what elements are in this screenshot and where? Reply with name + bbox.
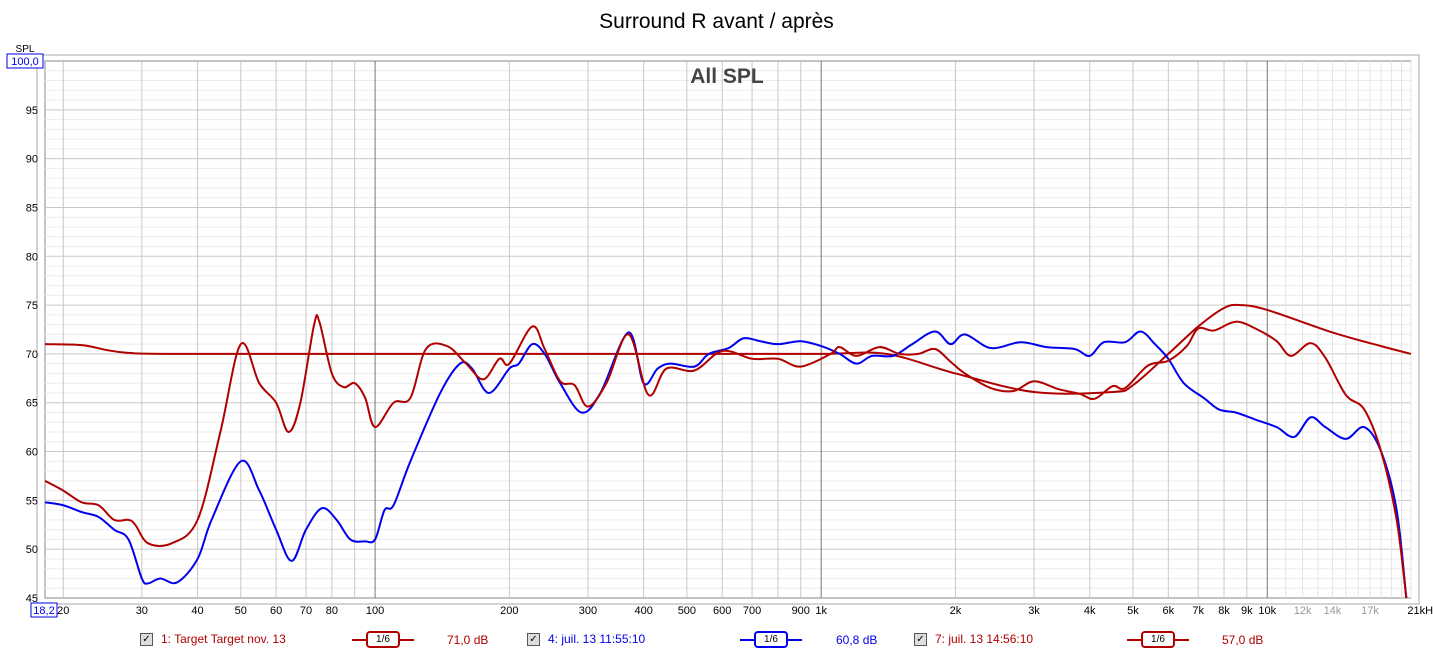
- x-tick-label: 21kHz: [1407, 605, 1433, 617]
- checkbox-icon[interactable]: ✓: [527, 632, 540, 646]
- y-tick-label: 75: [26, 300, 38, 312]
- x-tick-label: 2k: [950, 605, 962, 617]
- smoothing-label: 1/6: [1141, 631, 1175, 648]
- x-tick-label: 80: [326, 605, 338, 617]
- x-tick-label: 5k: [1127, 605, 1139, 617]
- y-tick-label: 70: [26, 349, 38, 361]
- smoothing-button[interactable]: 1/6: [1127, 631, 1189, 648]
- y-tick-label: 55: [26, 495, 38, 507]
- x-tick-label: 8k: [1218, 605, 1230, 617]
- checkbox-icon[interactable]: ✓: [914, 632, 927, 646]
- x-tick-label: 900: [792, 605, 810, 617]
- legend-item-target[interactable]: ✓ 1: Target Target nov. 13: [140, 632, 286, 646]
- x-tick-label: 4k: [1084, 605, 1096, 617]
- smoothing-button[interactable]: 1/6: [352, 631, 414, 648]
- chart-subtitle: All SPL: [690, 65, 764, 88]
- smoothing-button[interactable]: 1/6: [740, 631, 802, 648]
- y-tick-label: 80: [26, 251, 38, 263]
- y-top-label: 100,0: [11, 56, 39, 68]
- smoothing-label: 1/6: [366, 631, 400, 648]
- smoothing-label: 1/6: [754, 631, 788, 648]
- x-tick-label: 6k: [1162, 605, 1174, 617]
- x-tick-label: 20: [57, 605, 69, 617]
- x-tick-label: 70: [300, 605, 312, 617]
- x-tick-label: 600: [713, 605, 731, 617]
- x-tick-label: 50: [235, 605, 247, 617]
- y-tick-label: 50: [26, 544, 38, 556]
- x-tick-label: 7k: [1192, 605, 1204, 617]
- x-start-label: 18,2: [33, 605, 54, 617]
- series-line-3: [45, 314, 1408, 598]
- legend-item-measure-4[interactable]: ✓ 4: juil. 13 11:55:10: [527, 632, 645, 646]
- x-tick-label: 3k: [1028, 605, 1040, 617]
- x-tick-label: 60: [270, 605, 282, 617]
- y-tick-label: 85: [26, 202, 38, 214]
- series-line-1: [45, 303, 1411, 395]
- legend-label: 7: juil. 13 14:56:10: [935, 632, 1034, 646]
- offset-value: 71,0 dB: [447, 633, 489, 647]
- x-tick-label: 12k: [1294, 605, 1312, 617]
- x-tick-label: 9k: [1241, 605, 1253, 617]
- y-axis-label: SPL: [16, 44, 35, 55]
- y-tick-label: 45: [26, 593, 38, 605]
- offset-value: 60,8 dB: [836, 633, 878, 647]
- x-tick-label: 10k: [1258, 605, 1276, 617]
- x-tick-label: 700: [743, 605, 761, 617]
- y-tick-label: 95: [26, 105, 38, 117]
- x-tick-label: 400: [634, 605, 652, 617]
- x-tick-label: 100: [366, 605, 384, 617]
- y-tick-label: 65: [26, 398, 38, 410]
- x-tick-label: 30: [136, 605, 148, 617]
- x-tick-label: 500: [678, 605, 696, 617]
- series-line-2: [45, 330, 1408, 598]
- x-tick-label: 1k: [815, 605, 827, 617]
- legend-item-measure-7[interactable]: ✓ 7: juil. 13 14:56:10: [914, 632, 1033, 646]
- y-tick-label: 60: [26, 447, 38, 459]
- x-tick-label: 200: [500, 605, 518, 617]
- y-top-box: [6, 53, 44, 69]
- chart-title: Surround R avant / après: [599, 10, 834, 33]
- x-start-box: [30, 602, 58, 618]
- x-tick-label: 40: [191, 605, 203, 617]
- y-tick-label: 90: [26, 154, 38, 166]
- plot-border: [36, 54, 1420, 605]
- legend-label: 4: juil. 13 11:55:10: [548, 632, 646, 646]
- x-tick-label: 17k: [1361, 605, 1379, 617]
- x-tick-label: 300: [579, 605, 597, 617]
- offset-value: 57,0 dB: [1222, 633, 1264, 647]
- checkbox-icon[interactable]: ✓: [140, 632, 153, 646]
- legend-label: 1: Target Target nov. 13: [161, 632, 286, 646]
- x-tick-label: 14k: [1324, 605, 1342, 617]
